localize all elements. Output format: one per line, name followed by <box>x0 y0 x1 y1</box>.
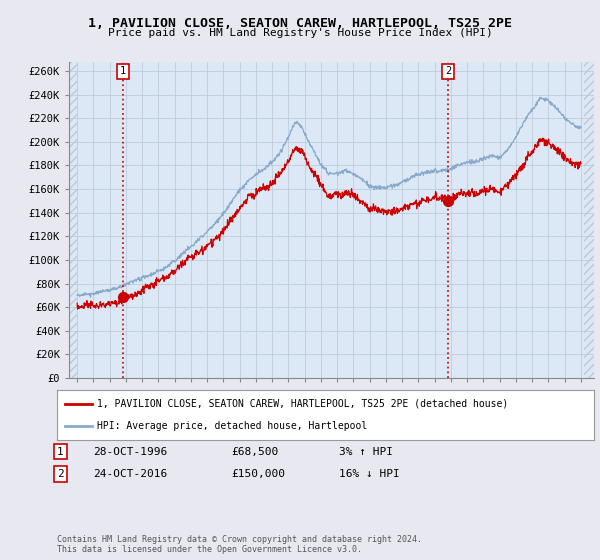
Text: 1: 1 <box>120 66 126 76</box>
Text: 16% ↓ HPI: 16% ↓ HPI <box>339 469 400 479</box>
Text: 2: 2 <box>57 469 64 479</box>
Text: 1: 1 <box>57 447 64 457</box>
Text: 24-OCT-2016: 24-OCT-2016 <box>93 469 167 479</box>
Bar <box>584 62 594 378</box>
Text: 1, PAVILION CLOSE, SEATON CAREW, HARTLEPOOL, TS25 2PE: 1, PAVILION CLOSE, SEATON CAREW, HARTLEP… <box>88 17 512 30</box>
Text: 1, PAVILION CLOSE, SEATON CAREW, HARTLEPOOL, TS25 2PE (detached house): 1, PAVILION CLOSE, SEATON CAREW, HARTLEP… <box>97 399 509 409</box>
Text: 28-OCT-1996: 28-OCT-1996 <box>93 447 167 457</box>
Bar <box>69 62 77 378</box>
Text: £68,500: £68,500 <box>231 447 278 457</box>
Text: 3% ↑ HPI: 3% ↑ HPI <box>339 447 393 457</box>
Text: HPI: Average price, detached house, Hartlepool: HPI: Average price, detached house, Hart… <box>97 421 368 431</box>
Text: Contains HM Land Registry data © Crown copyright and database right 2024.
This d: Contains HM Land Registry data © Crown c… <box>57 535 422 554</box>
Text: Price paid vs. HM Land Registry's House Price Index (HPI): Price paid vs. HM Land Registry's House … <box>107 28 493 38</box>
Text: 2: 2 <box>445 66 451 76</box>
Point <box>118 293 128 302</box>
Text: £150,000: £150,000 <box>231 469 285 479</box>
Point <box>443 197 452 206</box>
